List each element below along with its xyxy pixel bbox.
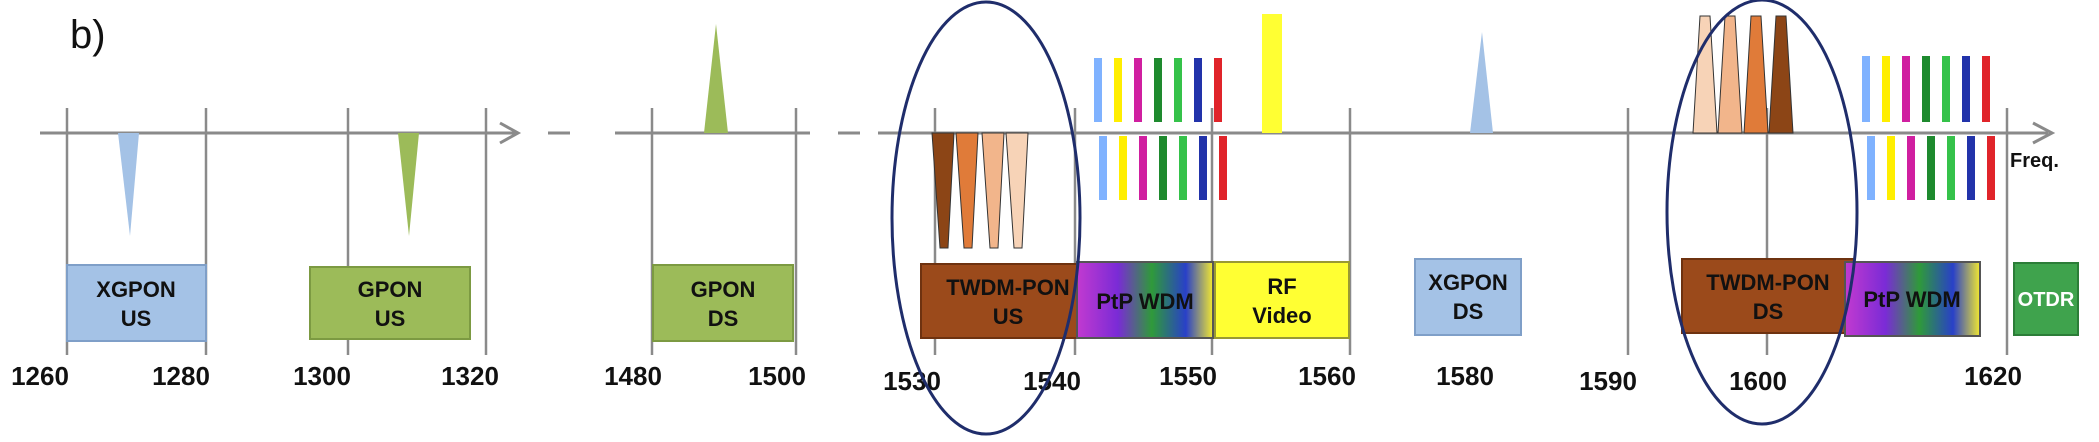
twdm-ds-channel: [1768, 15, 1794, 134]
box-gpon-us: GPON US: [309, 266, 471, 340]
twdm-ds-highlight-ellipse: [1665, 0, 1859, 426]
box-rf-video-rect: [1214, 261, 1350, 339]
tick-label-1580: 1580: [1436, 361, 1494, 391]
tick-label-1280: 1280: [152, 361, 210, 391]
tick-label-1320: 1320: [441, 361, 499, 391]
box-xgpon-ds: XGPON DS: [1414, 258, 1522, 336]
tick-label-1480: 1480: [604, 361, 662, 391]
ptp-wdm-lines-2: [1862, 56, 1995, 200]
tick-labels: 1260 1280 1300 1320 1480 1500 1530 1540 …: [11, 361, 2022, 396]
box-ptp-wdm-2: PtP WDM: [1844, 261, 1981, 337]
twdm-ds-channel: [1743, 15, 1769, 134]
box-otdr: OTDR: [2013, 262, 2079, 336]
ptp-wdm-lower-lines-1: [1099, 136, 1227, 200]
box-xgpon-us-rect: [66, 264, 207, 342]
ptp-wdm-upper-lines-2: [1862, 56, 1990, 122]
box-rf-video-line2: Video: [1252, 303, 1312, 328]
tick-label-1500: 1500: [748, 361, 806, 391]
tick-label-1560: 1560: [1298, 361, 1356, 391]
xgpon-us-peak: [118, 133, 139, 236]
box-gpon-ds-line1: GPON: [691, 277, 756, 302]
twdm-ds-channel: [1717, 15, 1743, 134]
tick-label-1620: 1620: [1964, 361, 2022, 391]
box-otdr-label: OTDR: [2018, 289, 2075, 311]
twdm-us-channels: [931, 132, 1029, 249]
box-xgpon-ds-rect: [1414, 258, 1522, 336]
box-ptp-wdm-1-label: PtP WDM: [1096, 289, 1193, 314]
tick-label-1590: 1590: [1579, 366, 1637, 396]
box-xgpon-us: XGPON US: [66, 264, 207, 342]
box-gpon-ds: GPON DS: [652, 264, 794, 342]
xgpon-ds-peak: [1470, 32, 1493, 133]
box-twdm-pon-ds-line2: DS: [1753, 299, 1784, 324]
rf-video-peak: [1262, 14, 1282, 133]
tick-label-1260: 1260: [11, 361, 69, 391]
box-twdm-pon-ds: TWDM-PON DS: [1681, 258, 1855, 334]
panel-label: b): [70, 13, 106, 57]
twdm-us-highlight-ellipse: [890, 0, 1082, 436]
band-boxes: XGPON US GPON US GPON DS TWDM-PON US PtP…: [66, 258, 2079, 342]
tick-label-1550: 1550: [1159, 361, 1217, 391]
axis-label: Freq.: [2010, 150, 2059, 172]
box-ptp-wdm-2-label: PtP WDM: [1863, 287, 1960, 312]
box-gpon-us-rect: [309, 266, 471, 340]
box-ptp-wdm-1: PtP WDM: [1076, 261, 1214, 339]
twdm-ds-channel: [1692, 15, 1718, 134]
box-twdm-pon-ds-line1: TWDM-PON: [1706, 270, 1829, 295]
box-twdm-pon-ds-rect: [1681, 258, 1855, 334]
box-twdm-pon-us: TWDM-PON US: [920, 263, 1096, 339]
twdm-us-channel: [955, 132, 979, 249]
twdm-ds-channels: [1692, 15, 1794, 134]
box-gpon-ds-rect: [652, 264, 794, 342]
gpon-ds-peak: [704, 24, 728, 133]
box-xgpon-us-line1: XGPON: [96, 277, 175, 302]
box-gpon-ds-line2: DS: [708, 306, 739, 331]
twdm-us-channel: [981, 132, 1005, 249]
ptp-wdm-lower-lines-2: [1867, 136, 1995, 200]
box-xgpon-us-line2: US: [121, 306, 152, 331]
box-gpon-us-line2: US: [375, 306, 406, 331]
twdm-us-channel: [1005, 132, 1029, 249]
tick-label-1300: 1300: [293, 361, 351, 391]
box-twdm-pon-us-line2: US: [993, 304, 1024, 329]
box-otdr-rect: [2013, 262, 2079, 336]
box-xgpon-ds-line2: DS: [1453, 299, 1484, 324]
spectral-peaks: [118, 14, 1493, 236]
ptp-wdm-lines-1: [1094, 58, 1227, 200]
box-rf-video: RF Video: [1214, 261, 1350, 339]
ptp-wdm-upper-lines-1: [1094, 58, 1222, 122]
gpon-us-peak: [398, 133, 419, 236]
tick-label-1600: 1600: [1729, 366, 1787, 396]
twdm-us-channel: [931, 132, 955, 249]
box-twdm-pon-us-line1: TWDM-PON: [946, 275, 1069, 300]
box-gpon-us-line1: GPON: [358, 277, 423, 302]
tick-label-1530: 1530: [883, 366, 941, 396]
box-xgpon-ds-line1: XGPON: [1428, 270, 1507, 295]
box-rf-video-line1: RF: [1267, 274, 1296, 299]
box-ptp-wdm-1-rect: [1076, 261, 1214, 339]
box-ptp-wdm-2-rect: [1844, 261, 1981, 337]
